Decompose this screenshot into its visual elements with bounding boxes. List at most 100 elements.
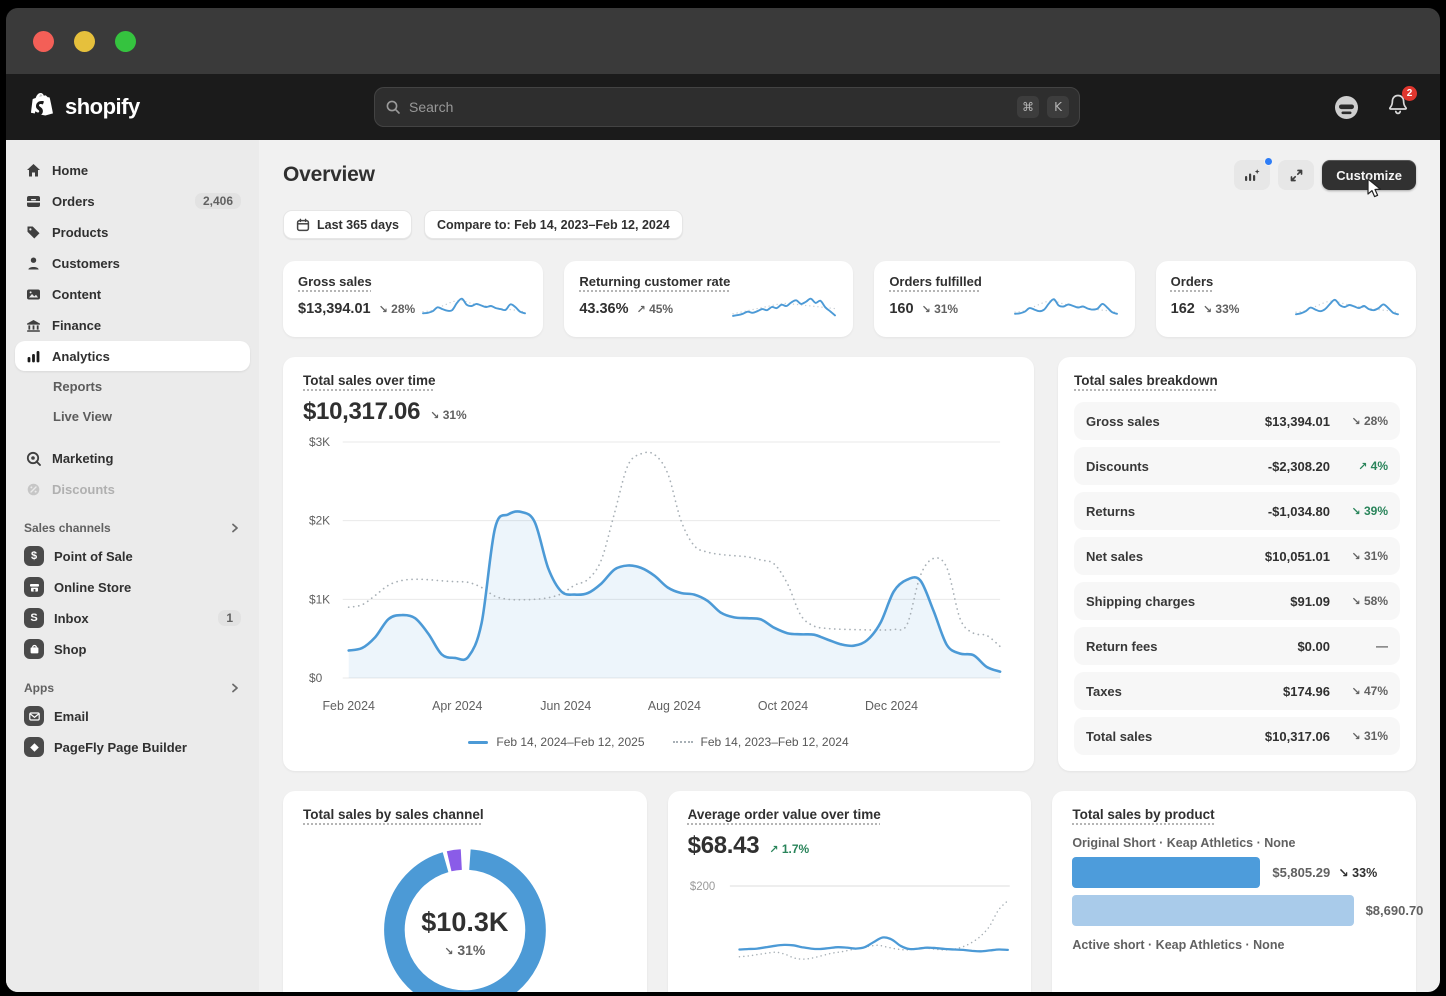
pagefly-icon — [24, 737, 44, 757]
svg-text:Jun 2024: Jun 2024 — [540, 699, 591, 713]
breakdown-row-returns[interactable]: Returns -$1,034.80 ↘ 39% — [1074, 492, 1400, 530]
marketing-icon — [24, 450, 42, 467]
chevron-right-icon — [232, 683, 238, 693]
breakdown-row-net-sales[interactable]: Net sales $10,051.01 ↘ 31% — [1074, 537, 1400, 575]
metric-value: 162 — [1170, 301, 1195, 317]
sidebar: Home Orders 2,406 Products Customers Con… — [6, 140, 259, 992]
metric-value: 43.36% — [579, 301, 629, 317]
breakdown-row-return-fees[interactable]: Return fees $0.00 — — [1074, 627, 1400, 665]
analytics-icon — [24, 348, 42, 365]
fullscreen-button[interactable] — [1278, 160, 1315, 190]
breakdown-row-discounts[interactable]: Discounts -$2,308.20 ↗ 4% — [1074, 447, 1400, 485]
metric-cards-row: Gross sales $13,394.01 ↘ 28% Returning c… — [283, 261, 1416, 337]
online-store-icon — [24, 577, 44, 597]
metric-delta: ↘ 28% — [378, 302, 416, 316]
metric-title[interactable]: Orders fulfilled — [889, 274, 982, 289]
date-range-button[interactable]: Last 365 days — [283, 210, 412, 239]
svg-text:$200: $200 — [690, 880, 716, 893]
sidebar-item-content[interactable]: Content — [15, 279, 250, 309]
total-sales-line-chart[interactable]: $3K $2K $1K $0 Feb 2024 Apr 2024 Jun 2024 Aug 2… — [303, 426, 1014, 724]
apps-header[interactable]: Apps — [15, 665, 250, 701]
legend-previous-period: Feb 14, 2023–Feb 12, 2024 — [672, 735, 849, 749]
sidebar-item-marketing[interactable]: Marketing — [15, 443, 250, 473]
total-sales-value: $10,317.06 — [303, 398, 421, 425]
channel-card-title[interactable]: Total sales by sales channel — [303, 807, 484, 822]
breakdown-row-shipping-charges[interactable]: Shipping charges $91.09 ↘ 58% — [1074, 582, 1400, 620]
aov-line-chart[interactable]: $200 — [688, 874, 1012, 986]
shopify-bag-icon — [31, 93, 53, 116]
sidebar-item-live-view[interactable]: Live View — [53, 409, 113, 424]
close-window-button[interactable] — [33, 30, 54, 52]
metric-delta: ↘ 33% — [1202, 302, 1240, 316]
compare-to-button[interactable]: Compare to: Feb 14, 2023–Feb 12, 2024 — [424, 210, 683, 239]
metric-title[interactable]: Orders — [1170, 274, 1214, 289]
sidekick-icon[interactable] — [1333, 94, 1360, 121]
metric-card-returning-rate[interactable]: Returning customer rate 43.36% ↗ 45% — [564, 261, 854, 337]
sidebar-item-inbox[interactable]: S Inbox 1 — [15, 603, 250, 633]
total-sales-over-time-card: Total sales over time $10,317.06 ↘ 31% $… — [283, 357, 1034, 771]
product-row-label-2: Active short · Keap Athletics · None — [1072, 938, 1285, 952]
page-title: Overview — [283, 163, 375, 186]
analytics-assistant-button[interactable] — [1234, 157, 1274, 190]
sidebar-item-point-of-sale[interactable]: $ Point of Sale — [15, 541, 250, 571]
main-content: Overview Customize — [259, 140, 1440, 992]
chart-title[interactable]: Total sales over time — [303, 373, 436, 388]
product-bar-current[interactable]: $5,805.29 ↘ 33% — [1072, 857, 1396, 888]
svg-text:$1K: $1K — [309, 592, 330, 606]
sparkle-chart-icon — [1245, 168, 1260, 181]
metric-title[interactable]: Returning customer rate — [579, 274, 731, 289]
search-icon — [386, 100, 400, 114]
orders-icon — [24, 193, 42, 210]
breakdown-title[interactable]: Total sales breakdown — [1074, 373, 1218, 388]
search-bar[interactable]: ⌘ K — [374, 87, 1080, 127]
svg-text:Dec 2024: Dec 2024 — [865, 699, 918, 713]
breakdown-row-taxes[interactable]: Taxes $174.96 ↘ 47% — [1074, 672, 1400, 710]
k-key-badge: K — [1047, 96, 1069, 118]
sidebar-item-finance[interactable]: Finance — [15, 310, 250, 340]
breakdown-row-gross-sales[interactable]: Gross sales $13,394.01 ↘ 28% — [1074, 402, 1400, 440]
sales-channel-donut-chart[interactable] — [367, 832, 563, 992]
breakdown-rows: Gross sales $13,394.01 ↘ 28% Discounts -… — [1074, 402, 1400, 755]
aov-card-title[interactable]: Average order value over time — [687, 807, 881, 822]
customize-button[interactable]: Customize — [1322, 160, 1416, 190]
sales-channels-header[interactable]: Sales channels — [15, 505, 250, 541]
sidebar-item-home[interactable]: Home — [15, 155, 250, 185]
previous-period-bar — [1072, 895, 1354, 926]
chart-legend: Feb 14, 2024–Feb 12, 2025 Feb 14, 2023–F… — [303, 735, 1014, 749]
sales-by-channel-card: Total sales by sales channel $10.3K ↘ 31… — [283, 791, 647, 992]
svg-text:Aug 2024: Aug 2024 — [648, 699, 701, 713]
sidebar-item-analytics[interactable]: Analytics — [15, 341, 250, 371]
breakdown-row-total-sales[interactable]: Total sales $10,317.06 ↘ 31% — [1074, 717, 1400, 755]
zoom-window-button[interactable] — [115, 30, 136, 52]
bell-icon — [1388, 94, 1408, 115]
home-icon — [24, 162, 42, 179]
sidebar-item-products[interactable]: Products — [15, 217, 250, 247]
product-bar-previous[interactable]: $8,690.70 — [1072, 895, 1423, 926]
metric-card-orders[interactable]: Orders 162 ↘ 33% — [1155, 261, 1416, 337]
window-controls — [33, 30, 136, 52]
solid-line-swatch — [468, 740, 489, 744]
sidebar-item-email[interactable]: Email — [15, 701, 250, 731]
minimize-window-button[interactable] — [74, 30, 95, 52]
svg-text:Oct 2024: Oct 2024 — [758, 699, 808, 713]
sidebar-item-pagefly[interactable]: PageFly Page Builder — [15, 732, 250, 762]
discounts-icon — [24, 481, 42, 498]
metric-value: $13,394.01 — [298, 301, 371, 317]
sidebar-item-online-store[interactable]: Online Store 0 — [15, 572, 250, 602]
metric-title[interactable]: Gross sales — [298, 274, 372, 289]
average-order-value-card: Average order value over time $68.43 ↗ 1… — [667, 791, 1032, 992]
notifications-button[interactable]: 2 — [1386, 86, 1417, 122]
shopify-logo[interactable]: shopify — [28, 91, 140, 123]
metric-card-orders-fulfilled[interactable]: Orders fulfilled 160 ↘ 31% — [874, 261, 1135, 337]
sidebar-item-shop[interactable]: Shop — [15, 634, 250, 664]
sidebar-item-reports[interactable]: Reports — [53, 379, 103, 394]
search-input[interactable] — [409, 99, 1009, 115]
sidebar-item-customers[interactable]: Customers — [15, 248, 250, 278]
svg-text:Apr 2024: Apr 2024 — [432, 699, 482, 713]
product-card-title[interactable]: Total sales by product — [1072, 807, 1215, 822]
sidebar-item-discounts[interactable]: Discounts — [15, 474, 250, 504]
metric-card-gross-sales[interactable]: Gross sales $13,394.01 ↘ 28% — [283, 261, 544, 337]
shop-icon — [24, 639, 44, 659]
content-icon — [24, 286, 42, 303]
sidebar-item-orders[interactable]: Orders 2,406 — [15, 186, 250, 216]
